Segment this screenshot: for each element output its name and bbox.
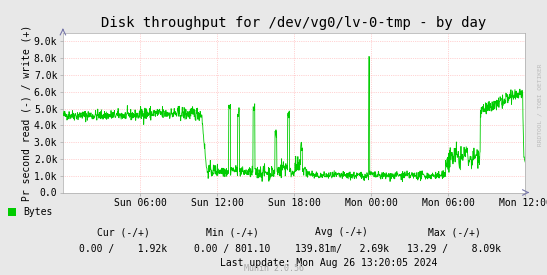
Text: 139.81m/   2.69k: 139.81m/ 2.69k: [295, 244, 389, 254]
Title: Disk throughput for /dev/vg0/lv-0-tmp - by day: Disk throughput for /dev/vg0/lv-0-tmp - …: [101, 16, 487, 31]
Text: Min (-/+): Min (-/+): [206, 227, 259, 237]
Text: Munin 2.0.56: Munin 2.0.56: [243, 264, 304, 273]
Text: Max (-/+): Max (-/+): [428, 227, 480, 237]
Text: RRDTOOL / TOBI OETIKER: RRDTOOL / TOBI OETIKER: [538, 63, 543, 146]
Text: Cur (-/+): Cur (-/+): [97, 227, 149, 237]
Text: 0.00 / 801.10: 0.00 / 801.10: [194, 244, 271, 254]
Text: Bytes: Bytes: [23, 207, 53, 217]
Text: 13.29 /    8.09k: 13.29 / 8.09k: [407, 244, 501, 254]
Text: Avg (-/+): Avg (-/+): [316, 227, 368, 237]
Text: 0.00 /    1.92k: 0.00 / 1.92k: [79, 244, 167, 254]
Y-axis label: Pr second read (-) / write (+): Pr second read (-) / write (+): [21, 25, 31, 201]
Text: Last update: Mon Aug 26 13:20:05 2024: Last update: Mon Aug 26 13:20:05 2024: [219, 258, 437, 268]
